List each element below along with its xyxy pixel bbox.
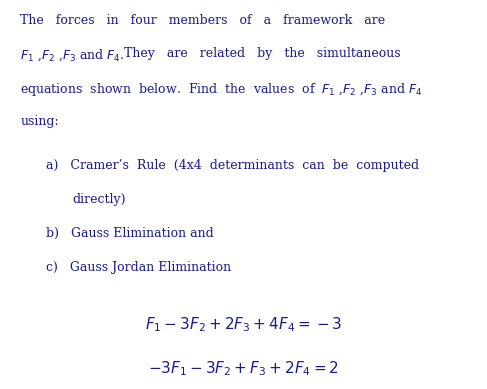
Text: a)   Cramer’s  Rule  (4x4  determinants  can  be  computed: a) Cramer’s Rule (4x4 determinants can b… — [46, 159, 419, 172]
Text: c)   Gauss Jordan Elimination: c) Gauss Jordan Elimination — [46, 261, 231, 274]
Text: They   are   related   by   the   simultaneous: They are related by the simultaneous — [116, 47, 400, 60]
Text: $-3F_1 - 3F_2 + F_3 + 2F_4 = 2$: $-3F_1 - 3F_2 + F_3 + 2F_4 = 2$ — [148, 359, 339, 378]
Text: $F_1$ ,$F_2$ ,$F_3$ and $F_4$.: $F_1$ ,$F_2$ ,$F_3$ and $F_4$. — [20, 47, 125, 63]
Text: $F_1 - 3F_2 + 2F_3 + 4F_4 = -3$: $F_1 - 3F_2 + 2F_3 + 4F_4 = -3$ — [145, 315, 342, 333]
Text: equations  shown  below.  Find  the  values  of  $F_1$ ,$F_2$ ,$F_3$ and $F_4$: equations shown below. Find the values o… — [20, 81, 423, 98]
Text: The   forces   in   four   members   of   a   framework   are: The forces in four members of a framewor… — [20, 14, 386, 26]
Text: using:: using: — [20, 115, 59, 128]
Text: directly): directly) — [72, 193, 126, 206]
Text: b)   Gauss Elimination and: b) Gauss Elimination and — [46, 227, 214, 240]
